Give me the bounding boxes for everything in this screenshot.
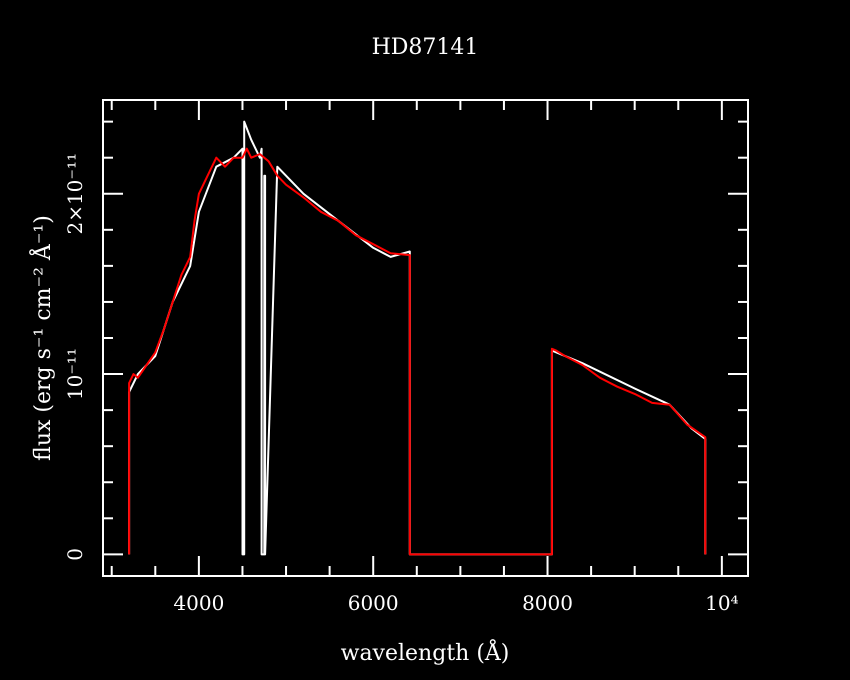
white-spectrum-line — [128, 120, 707, 556]
red-spectrum-line — [128, 147, 707, 556]
y-tick-label: 2×10⁻¹¹ — [63, 153, 87, 235]
y-tick-label: 0 — [63, 548, 87, 561]
axis-ticks — [103, 100, 748, 576]
x-tick-label: 4000 — [173, 591, 224, 615]
x-tick-label: 10⁴ — [705, 591, 738, 615]
x-tick-label: 8000 — [522, 591, 573, 615]
tick-labels: 4000 6000 8000 10⁴ 0 10⁻¹¹ 2×10⁻¹¹ — [63, 153, 739, 615]
series-layer — [128, 120, 707, 556]
chart-title: HD87141 — [372, 35, 479, 60]
y-axis-label: flux (erg s⁻¹ cm⁻² Å⁻¹) — [28, 215, 56, 461]
x-axis-label: wavelength (Å) — [341, 638, 510, 666]
x-tick-label: 6000 — [348, 591, 399, 615]
y-tick-label: 10⁻¹¹ — [63, 348, 87, 400]
